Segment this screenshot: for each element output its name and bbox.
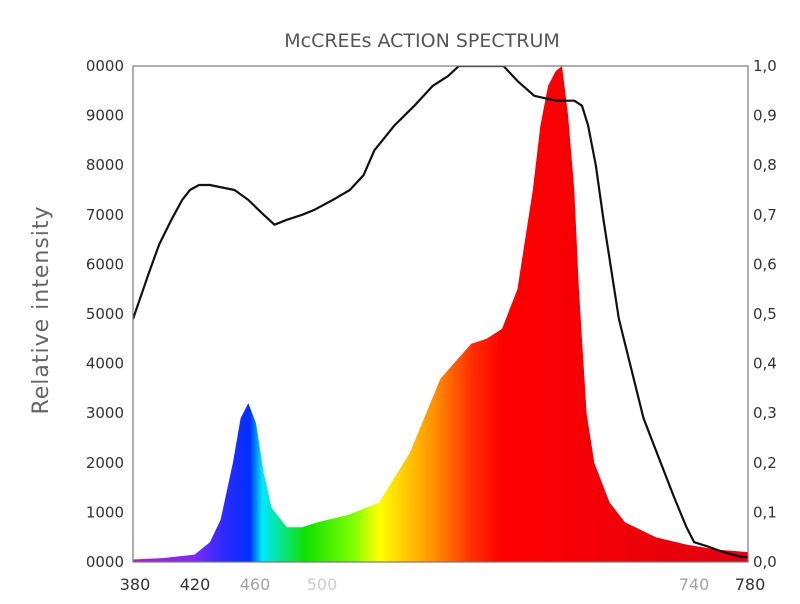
right-tick-label: 0,8 [753,156,777,174]
left-tick-label: 7000 [86,206,124,224]
right-tick-label: 0,0 [753,553,777,571]
right-tick-label: 0,7 [753,206,777,224]
right-tick-label: 1,0 [753,57,777,75]
left-tick-label: 0000 [86,57,124,75]
left-tick-label: 4000 [86,355,124,373]
right-tick-label: 0,5 [753,305,777,323]
left-tick-label: 6000 [86,255,124,273]
right-tick-label: 0,2 [753,454,777,472]
spectrum-area [133,66,748,562]
left-tick-label: 3000 [86,404,124,422]
x-tick-label: 380 [120,575,151,594]
action-spectrum-line [133,66,748,559]
left-tick-label: 0000 [86,553,124,571]
x-tick-label: 420 [180,575,211,594]
right-tick-label: 0,4 [753,355,777,373]
right-tick-label: 0,3 [753,404,777,422]
left-tick-label: 1000 [86,503,124,521]
plot-frame [132,65,749,563]
right-tick-label: 0,9 [753,107,777,125]
x-tick-label: 740 [679,575,710,594]
left-tick-label: 8000 [86,156,124,174]
x-tick-label: 500 [307,575,338,594]
chart-title: McCREEs ACTION SPECTRUM [284,30,560,52]
x-tick-label: 780 [735,575,766,594]
right-tick-label: 0,6 [753,255,777,273]
left-tick-label: 2000 [86,454,124,472]
right-tick-label: 0,1 [753,503,777,521]
left-tick-label: 5000 [86,305,124,323]
y-axis-label: Relative intensity [29,205,54,414]
x-tick-label: 460 [240,575,271,594]
left-tick-label: 9000 [86,107,124,125]
